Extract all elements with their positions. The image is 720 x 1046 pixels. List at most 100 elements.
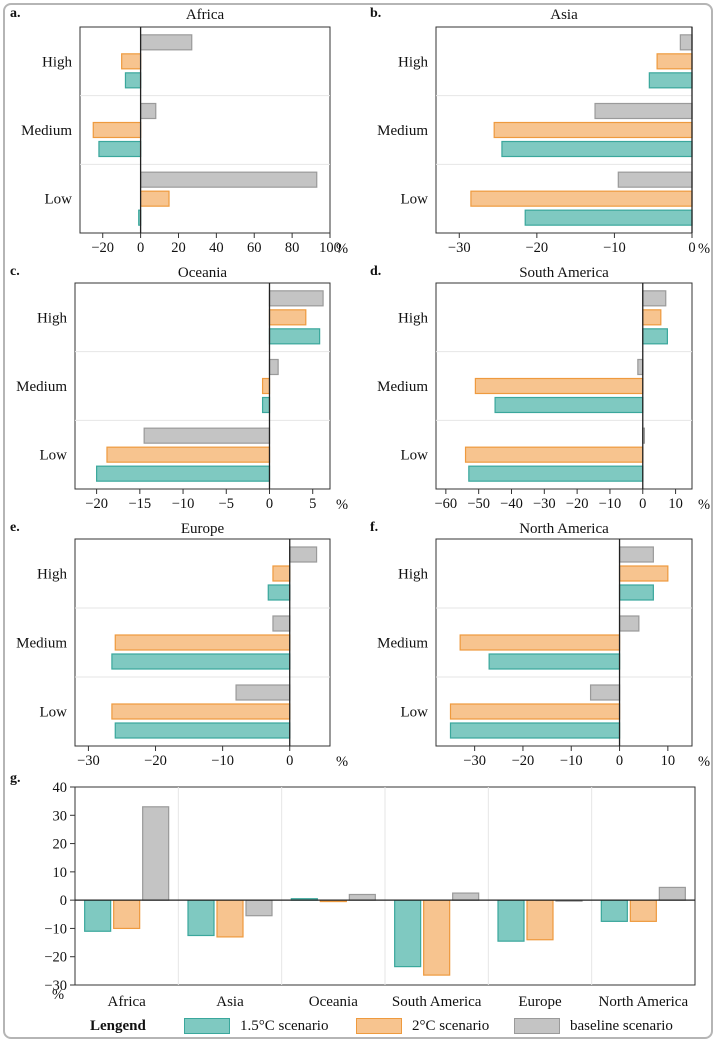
bar-north-america-baseline-scenario [658,886,686,901]
panel-title: Asia [550,7,578,23]
category-label-medium: Medium [16,379,67,395]
category-label-low: Low [401,192,429,208]
panel-title: South America [519,265,609,281]
bar-low-baseline-scenario [617,171,693,188]
bar-high-baseline-scenario [289,546,318,563]
bar-south-america-2-c-scenario [423,899,451,976]
x-tick-label: −10 [211,753,234,769]
bar-low-baseline-scenario [140,171,318,188]
y-tick-label: 30 [53,808,68,824]
panel-oceania: c. Oceania High Medium Low −20 −15 −10 −5 0 5% [10,264,348,513]
panel-south-america: d. South America High Medium Low −60 −50 −40 −30… [370,264,710,513]
x-tick-label: 5 [309,496,316,512]
panel-label: b. [370,6,381,21]
y-tick-label: −20 [44,950,67,966]
category-label-low: Low [40,448,68,464]
bar-high-1-5-c-scenario [268,328,321,345]
bar-low-1-5-c-scenario [468,465,644,482]
panel-title: Europe [181,521,225,537]
bar-low-1-5-c-scenario [524,209,693,226]
bar-high-2-c-scenario [656,53,693,70]
x-tick-label: 0 [639,496,646,512]
x-tick-label: 0 [616,753,623,769]
bar-medium-1-5-c-scenario [494,396,644,414]
bar-medium-1-5-c-scenario [488,653,621,670]
x-tick-label: 10 [661,753,676,769]
bar-africa-baseline-scenario [142,806,170,901]
bar-oceania-baseline-scenario [348,893,376,901]
x-tick-label: −10 [172,496,195,512]
panel-label: d. [370,264,381,279]
bar-medium-2-c-scenario [92,121,142,139]
bar-low-2-c-scenario [464,446,644,463]
legend-label-baseline: baseline scenario [570,1017,673,1034]
bar-high-baseline-scenario [618,546,654,563]
x-unit-label: % [698,241,710,257]
bar-high-2-c-scenario [121,53,142,70]
bar-africa-2-c-scenario [113,899,141,930]
category-label-high: High [398,54,429,70]
category-label-low: Low [40,705,68,721]
category-label-low: Low [401,705,429,721]
x-tick-label: 80 [285,240,300,256]
panel-europe: e. Europe High Medium Low −30 −20 −10 0% [10,520,348,770]
bar-low-2-c-scenario [140,190,170,207]
bar-europe-2-c-scenario [526,899,554,941]
x-tick-label: 60 [247,240,262,256]
x-tick-label: −20 [91,240,114,256]
y-tick-label: −30 [44,978,67,994]
bar-high-baseline-scenario [140,34,193,51]
bar-low-2-c-scenario [106,446,271,463]
y-tick-label: −10 [44,921,67,937]
x-unit-label: % [336,497,348,513]
legend-item-baseline: baseline scenario [514,1017,673,1035]
x-tick-label: −50 [467,496,490,512]
x-tick-label: −20 [512,753,535,769]
bar-medium-1-5-c-scenario [261,396,271,414]
x-tick-label: −30 [533,496,556,512]
category-label-north-america: North America [599,994,689,1010]
bar-medium-baseline-scenario [272,615,291,632]
bar-asia-baseline-scenario [245,899,273,917]
bar-medium-2-c-scenario [474,377,644,395]
y-tick-label: 10 [53,865,68,881]
legend-swatch-1-5c [184,1018,230,1034]
x-tick-label: 0 [266,496,273,512]
x-tick-label: 100 [319,240,341,256]
legend-title: Lengend [90,1018,146,1034]
bar-medium-baseline-scenario [618,615,640,632]
category-label-oceania: Oceania [309,994,358,1010]
x-tick-label: −10 [560,753,583,769]
bar-north-america-1-5-c-scenario [600,899,628,922]
category-label-medium: Medium [377,123,428,139]
x-unit-label: % [336,241,348,257]
panel-label: e. [10,520,20,535]
x-unit-label: % [698,497,710,513]
bar-high-1-5-c-scenario [642,328,668,345]
bar-low-baseline-scenario [589,684,621,701]
bar-low-2-c-scenario [449,703,621,720]
legend: Lengend 1.5°C scenario 2°C scenario base… [0,1014,720,1040]
panel-africa: a. Africa High Medium Low −20 0 20 40 60 80 100% [10,6,348,257]
bar-africa-1-5-c-scenario [84,899,112,932]
x-tick-label: −15 [128,496,151,512]
bar-medium-1-5-c-scenario [501,140,693,158]
bar-low-1-5-c-scenario [96,465,271,482]
y-tick-label: 40 [53,780,68,796]
bar-asia-1-5-c-scenario [187,899,215,937]
category-label-medium: Medium [16,636,67,652]
bar-medium-2-c-scenario [459,634,621,651]
bar-low-baseline-scenario [143,427,271,444]
panel-label: c. [10,264,20,279]
bar-high-2-c-scenario [618,565,669,582]
bar-high-2-c-scenario [268,309,307,326]
category-label-africa: Africa [108,994,147,1010]
x-tick-label: 0 [688,240,695,256]
bar-medium-1-5-c-scenario [98,140,142,158]
category-label-asia: Asia [216,994,244,1010]
x-tick-label: −20 [144,753,167,769]
bar-north-america-2-c-scenario [629,899,657,922]
x-tick-label: 40 [209,240,224,256]
panel-title: North America [519,521,609,537]
category-label-high: High [398,567,429,583]
